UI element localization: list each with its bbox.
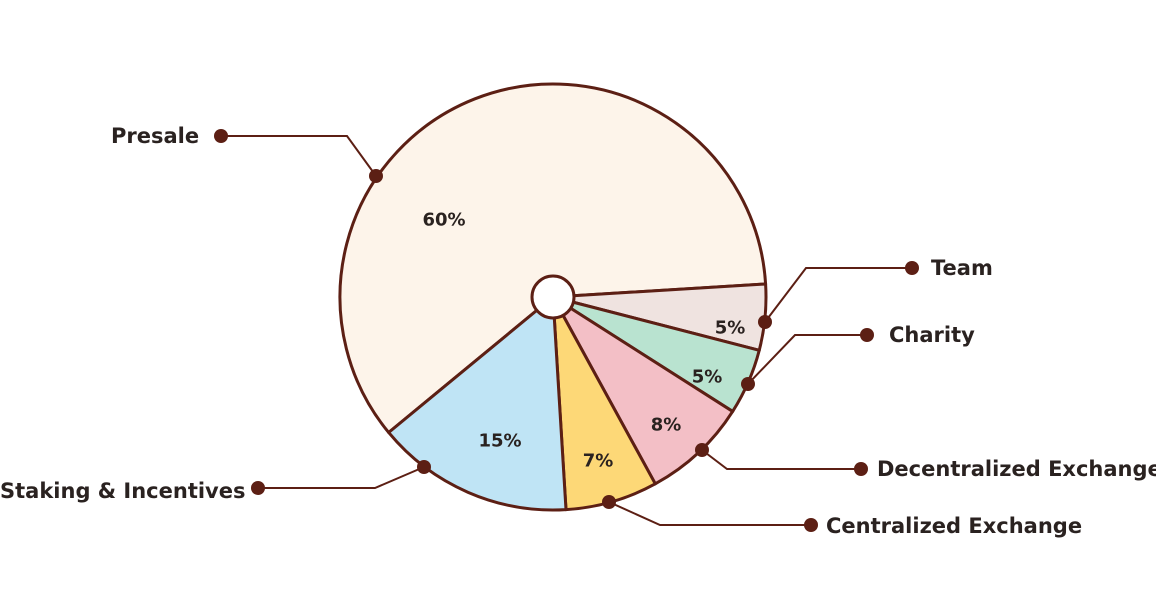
leader-line [701,449,861,470]
legend-label: Staking & Incentives [0,479,246,503]
slice-staking-incentives [387,295,568,512]
pie-value-labels: 60% 5% 5% 8% 7% 15% [422,210,745,472]
legend-label: Team [931,256,993,280]
slice-value-label: 8% [651,415,682,436]
leader-dot-inner [758,315,772,329]
leader-dot-outer [905,261,919,275]
legend-label: Charity [889,323,975,347]
leader-lines: Presale Team Charity Decentralized Exchange… [0,124,1156,538]
leader-line [221,135,377,177]
legend-label: Centralized Exchange [826,514,1082,538]
slice-value-label: 5% [692,367,723,388]
leader-dot-outer [214,129,228,143]
leader-dot-inner [417,460,431,474]
pie-slices [338,82,768,512]
slice-value-label: 7% [583,451,614,472]
leader-dot-outer [251,481,265,495]
legend-label: Presale [111,124,199,148]
leader-line [258,466,425,489]
leader-dot-outer [854,462,868,476]
leader-dot-inner [602,495,616,509]
leader-line [764,267,912,323]
center-hole [530,274,576,320]
leader-dot-outer [804,518,818,532]
slice-value-label: 15% [478,431,521,452]
leader-dot-inner [369,169,383,183]
leader-dot-inner [695,443,709,457]
legend-label: Decentralized Exchange [877,457,1156,481]
slice-value-label: 60% [422,210,465,231]
slice-presale [338,82,768,434]
leader-line [608,501,811,526]
leader-dot-inner [741,377,755,391]
leader-dot-outer [860,328,874,342]
slice-value-label: 5% [715,318,746,339]
leader-line [747,334,867,385]
